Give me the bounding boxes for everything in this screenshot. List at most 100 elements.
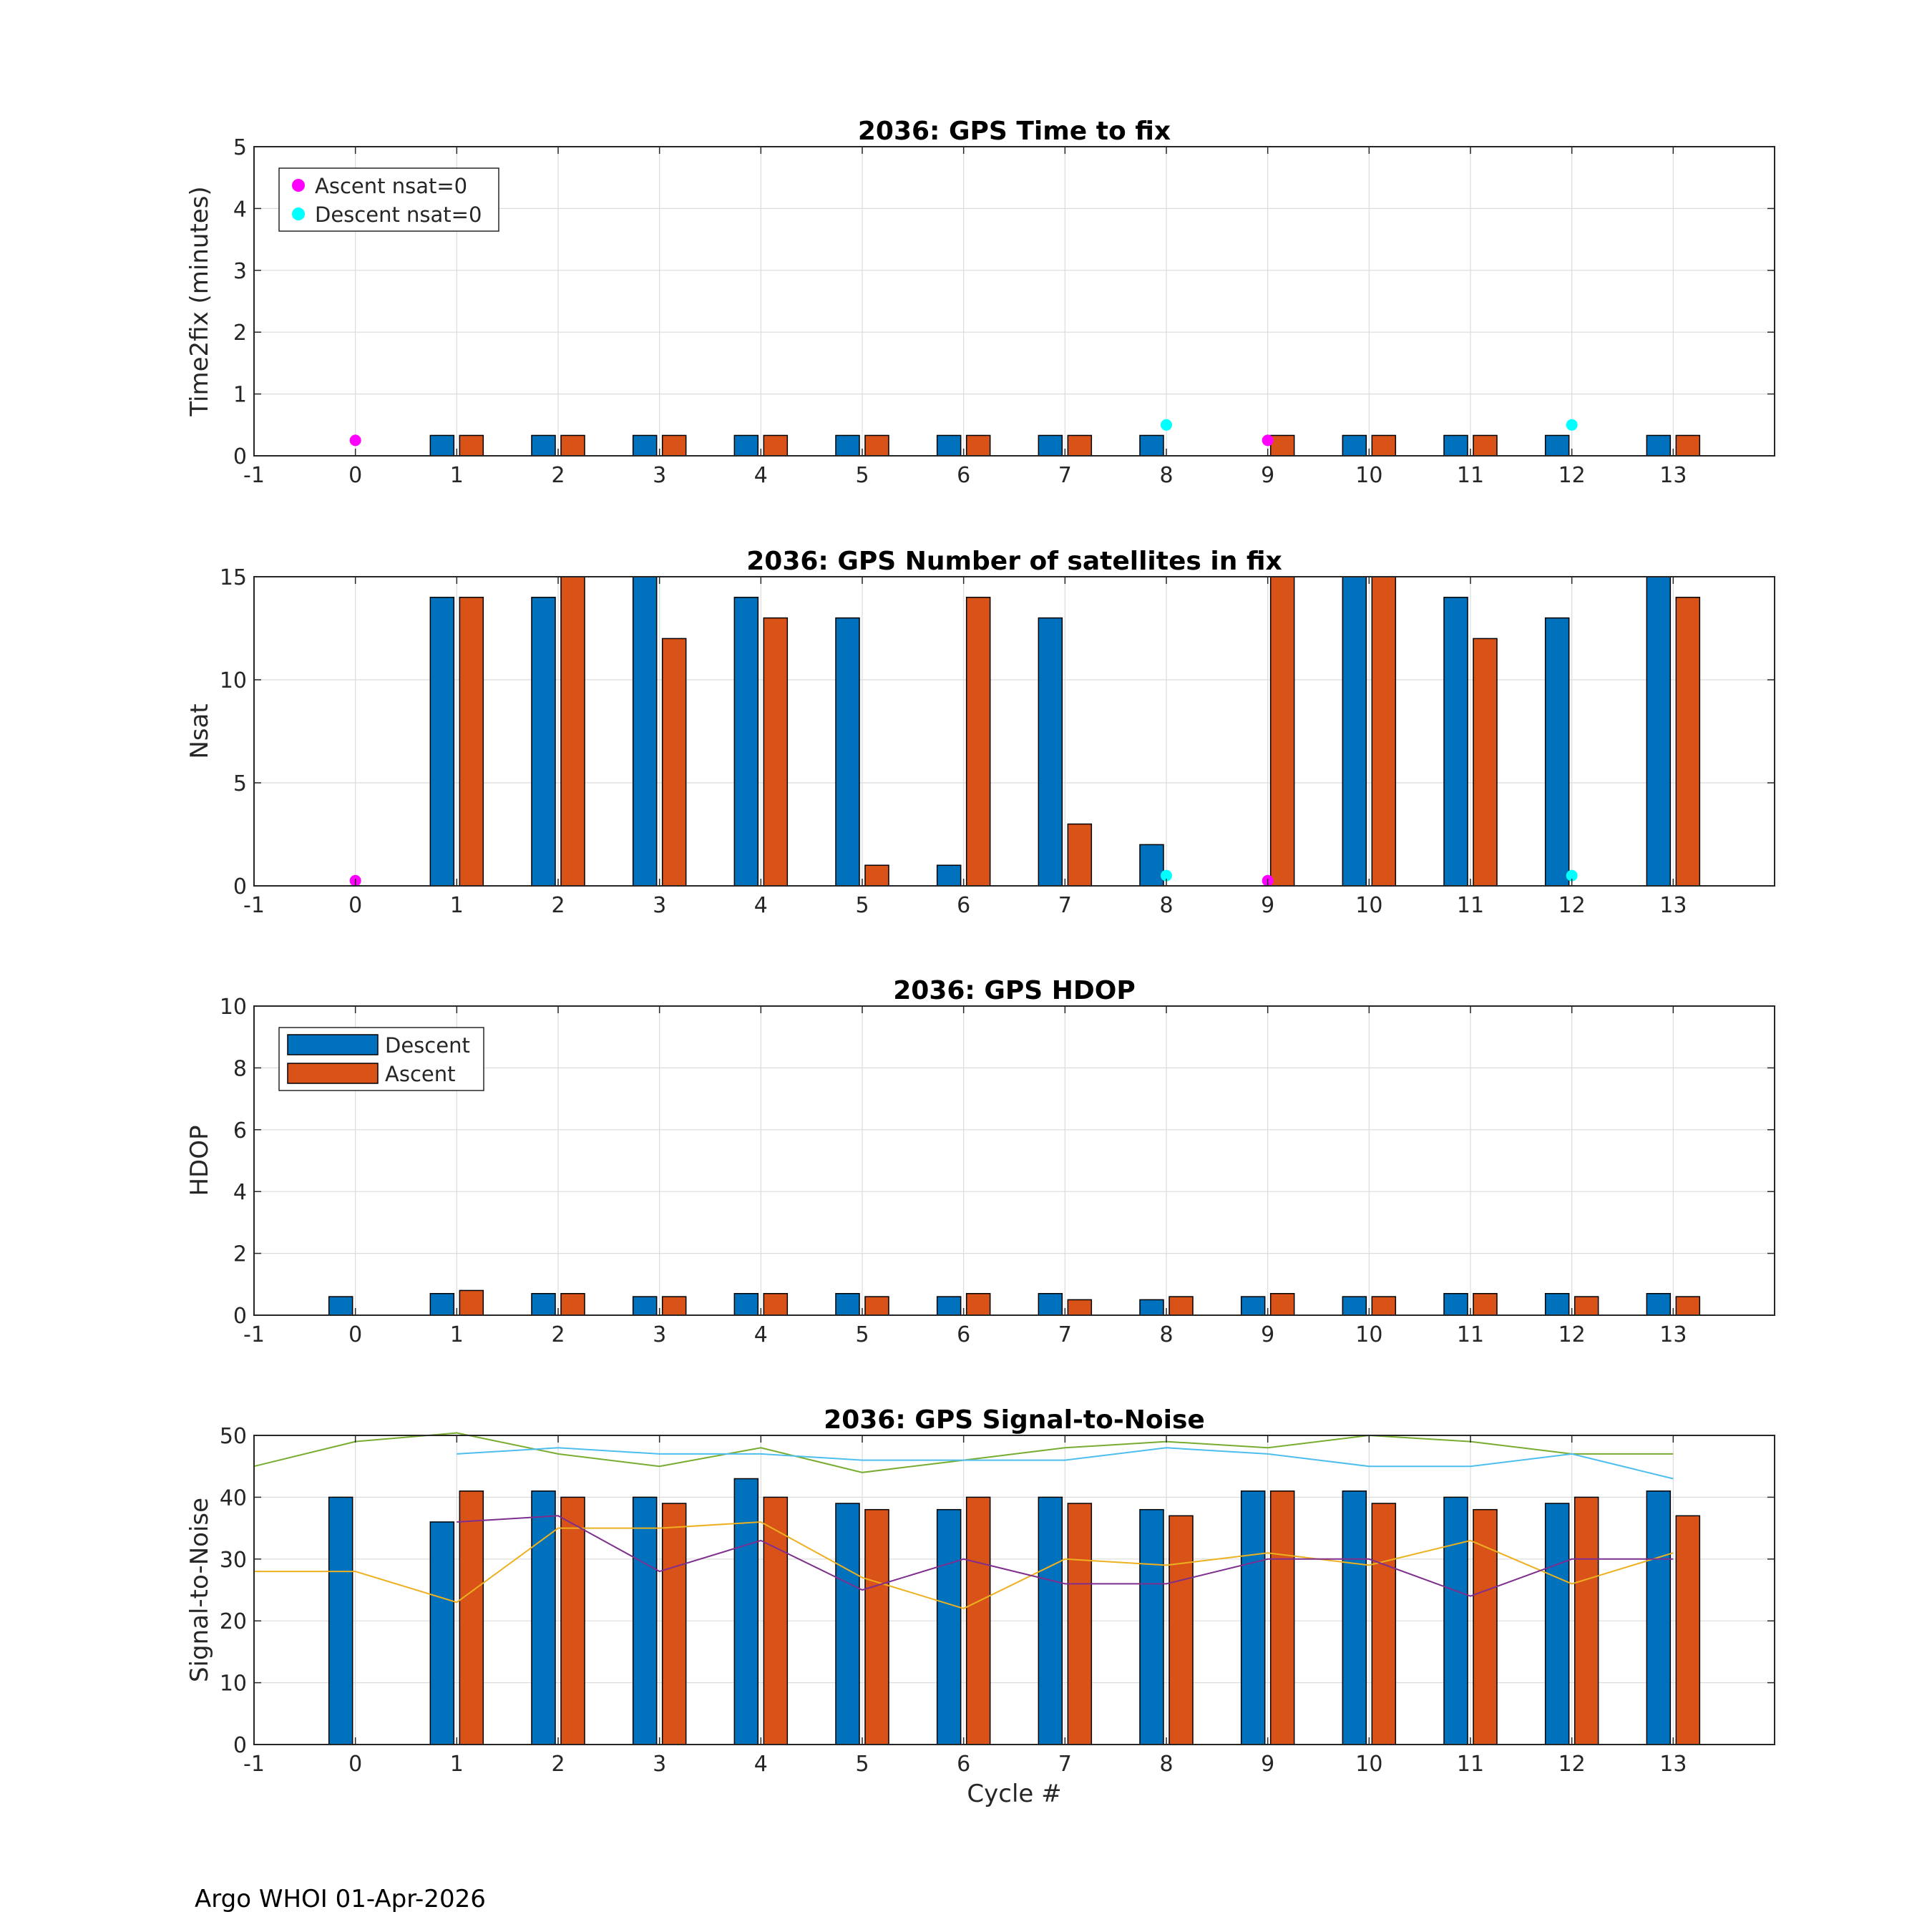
x-tick-label: 3 (653, 893, 666, 918)
bar-descent (429, 1293, 455, 1316)
legend-marker (292, 179, 305, 192)
bar-descent (1038, 1496, 1063, 1745)
x-tick-label: 6 (957, 1322, 970, 1347)
bar-descent (733, 1293, 759, 1316)
marker-descent-nsat0 (1566, 419, 1578, 431)
axes-box (253, 1435, 1775, 1745)
legend-label: Ascent nsat=0 (315, 174, 467, 198)
bar-descent (1139, 1299, 1164, 1316)
x-tick-label: 7 (1058, 463, 1072, 488)
y-axis-label: Signal-to-Noise (185, 1498, 214, 1682)
bar-descent (1646, 1491, 1672, 1745)
series-line-purple (457, 1515, 1674, 1597)
x-tick-label: 0 (348, 1752, 362, 1777)
x-tick-label: 1 (450, 1752, 464, 1777)
bar-descent (531, 597, 556, 887)
bar-descent (1240, 1296, 1266, 1316)
x-tick-label: 13 (1659, 893, 1687, 918)
bar-descent (835, 1293, 860, 1316)
x-tick-label: 13 (1659, 1322, 1687, 1347)
bar-ascent (560, 576, 585, 887)
bar-ascent (965, 597, 991, 887)
bar-descent (936, 1508, 962, 1745)
axes-box (253, 146, 1775, 457)
y-tick-label: 5 (233, 771, 247, 796)
footer-credit: Argo WHOI 01-Apr-2026 (195, 1885, 486, 1913)
legend-marker (292, 208, 305, 220)
chart-title: 2036: GPS Number of satellites in fix (746, 547, 1282, 576)
y-tick-label: 50 (220, 1424, 247, 1449)
x-tick-label: 6 (957, 1752, 970, 1777)
bar-ascent (1269, 1491, 1295, 1745)
bar-descent (632, 1296, 658, 1316)
bar-ascent (763, 434, 789, 457)
x-tick-label: 12 (1558, 463, 1586, 488)
bar-descent (1342, 1491, 1367, 1745)
bar-descent (328, 1296, 353, 1316)
bar-descent (531, 1293, 556, 1316)
bar-ascent (763, 617, 789, 887)
y-tick-label: 0 (233, 444, 247, 469)
x-tick-label: -1 (243, 1322, 265, 1347)
x-tick-label: -1 (243, 893, 265, 918)
bar-descent (632, 1496, 658, 1745)
chart-title: 2036: GPS HDOP (893, 976, 1136, 1005)
bar-ascent (1675, 1296, 1701, 1316)
x-tick-label: -1 (243, 1752, 265, 1777)
x-tick-label: 11 (1457, 1322, 1484, 1347)
x-tick-label: 5 (855, 1752, 869, 1777)
x-tick-label: 0 (348, 1322, 362, 1347)
y-tick-label: 6 (233, 1118, 247, 1143)
bar-descent (1038, 434, 1063, 457)
bar-descent (1443, 434, 1468, 457)
series-line-blue (457, 1447, 1674, 1480)
y-tick-label: 4 (233, 1180, 247, 1205)
bar-descent (1240, 1491, 1266, 1745)
y-tick-label: 0 (233, 874, 247, 899)
bar-ascent (1371, 576, 1397, 887)
legend-label: Descent nsat=0 (315, 203, 482, 227)
chart-title: 2036: GPS Signal-to-Noise (824, 1405, 1205, 1435)
x-tick-label: 12 (1558, 1322, 1586, 1347)
x-tick-label: 10 (1355, 1752, 1382, 1777)
y-tick-label: 30 (220, 1548, 247, 1573)
bar-descent (1646, 1293, 1672, 1316)
bar-descent (1544, 434, 1570, 457)
bar-ascent (864, 1508, 889, 1745)
bar-descent (1443, 1293, 1468, 1316)
x-tick-label: 2 (551, 1752, 565, 1777)
bar-ascent (459, 434, 484, 457)
x-tick-label: 1 (450, 463, 464, 488)
axes-background (254, 147, 1775, 456)
y-tick-label: 1 (233, 383, 247, 408)
bar-ascent (459, 1289, 484, 1316)
x-tick-label: 7 (1058, 1752, 1072, 1777)
y-axis-label: HDOP (185, 1125, 214, 1196)
legend-label: Descent (385, 1033, 470, 1058)
axes-box (253, 576, 1775, 887)
bar-descent (1443, 1496, 1468, 1745)
x-tick-label: 10 (1355, 463, 1382, 488)
x-tick-label: 8 (1159, 893, 1173, 918)
bar-ascent (661, 1296, 687, 1316)
bar-descent (429, 1521, 455, 1745)
bar-ascent (560, 434, 585, 457)
x-tick-label: 2 (551, 463, 565, 488)
bar-descent (1038, 617, 1063, 887)
bar-descent (531, 1491, 556, 1745)
x-tick-label: 8 (1159, 1322, 1173, 1347)
bar-ascent (1675, 434, 1701, 457)
x-tick-label: 11 (1457, 463, 1484, 488)
x-tick-label: 11 (1457, 1752, 1484, 1777)
bar-descent (733, 1478, 759, 1745)
bar-ascent (1169, 1515, 1194, 1745)
bar-ascent (763, 1496, 789, 1745)
bar-descent (733, 434, 759, 457)
bar-ascent (1269, 1293, 1295, 1316)
marker-descent-nsat0 (1161, 419, 1172, 431)
bar-ascent (1473, 434, 1498, 457)
legend-swatch-ascent (287, 1063, 379, 1084)
bar-ascent (864, 864, 889, 887)
bar-ascent (459, 597, 484, 887)
